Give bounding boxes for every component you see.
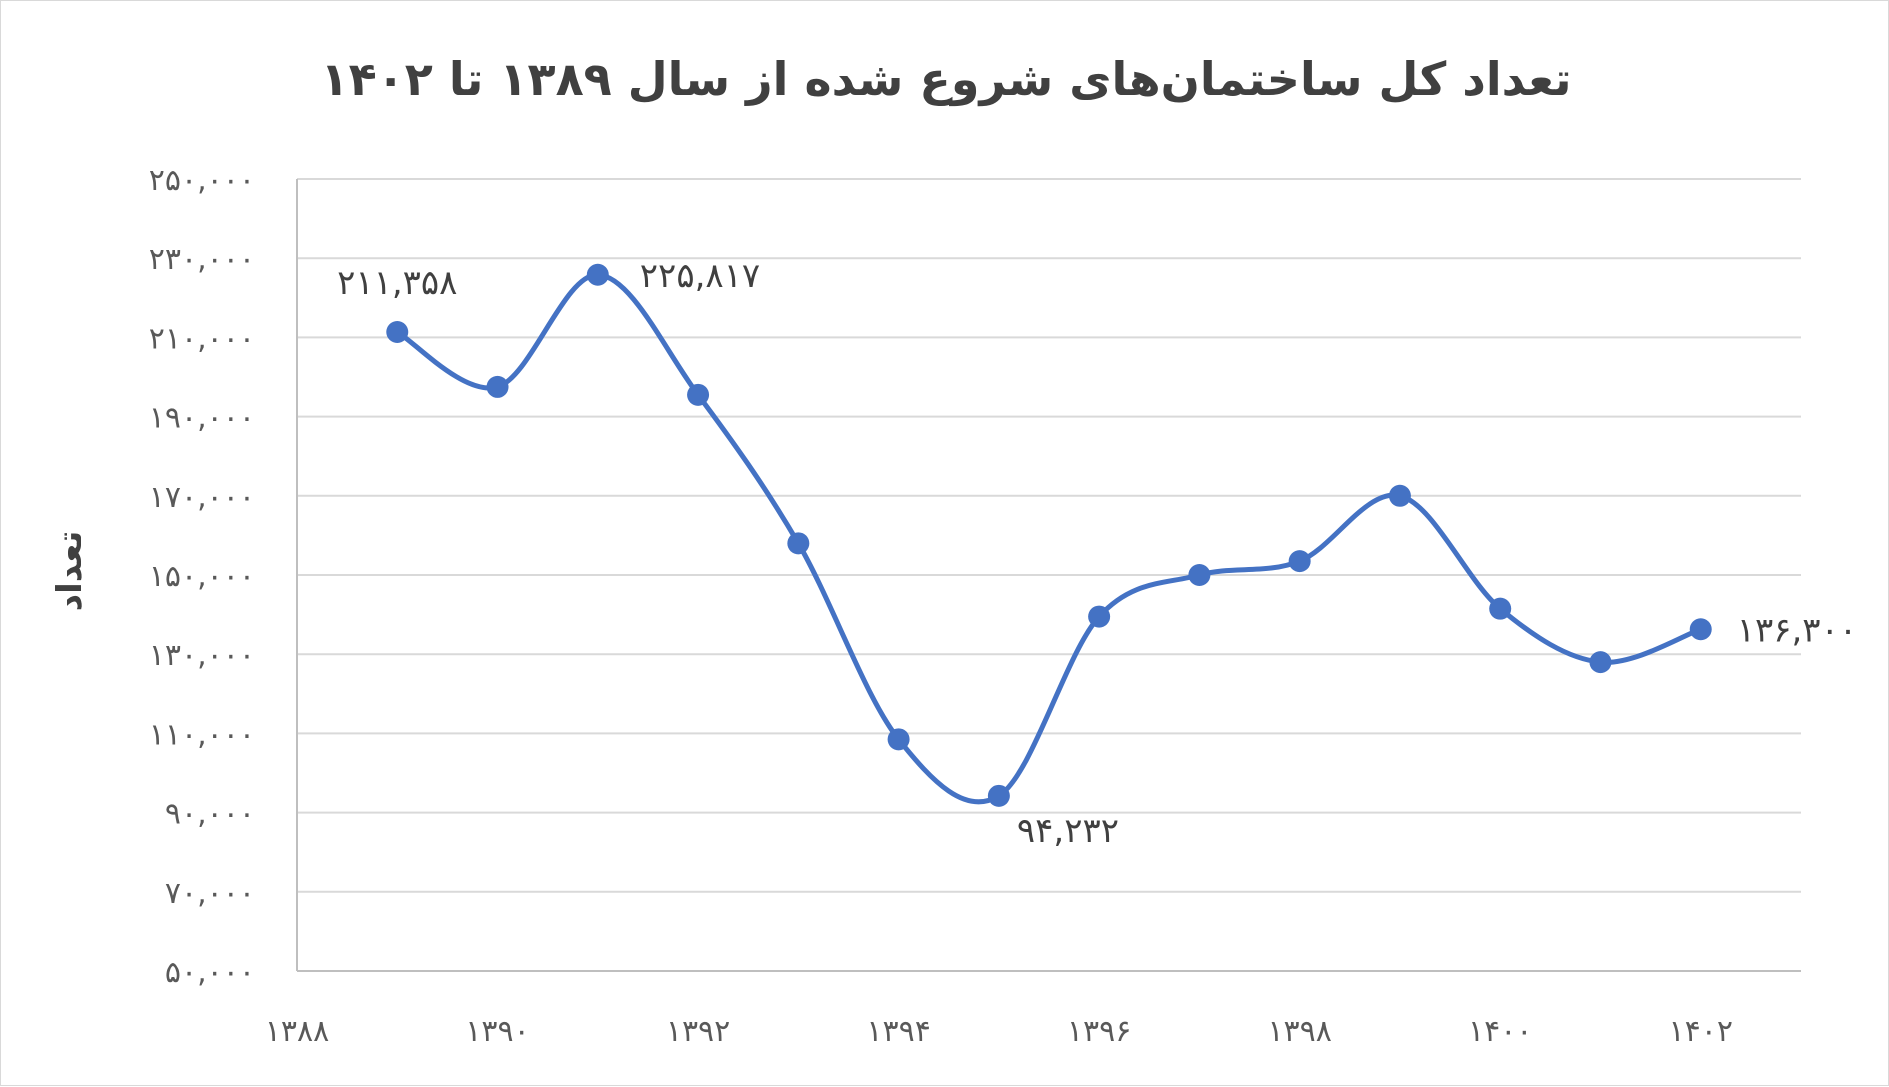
- x-tick-label: ۱۳۹۶: [1067, 1014, 1131, 1049]
- data-point: [1088, 605, 1111, 628]
- y-tick-label: ۱۱۰,۰۰۰: [149, 717, 255, 752]
- data-label: ۹۴,۲۳۲: [1017, 811, 1119, 851]
- data-point: [887, 728, 910, 751]
- data-point: [1388, 484, 1411, 507]
- y-tick-label: ۲۱۰,۰۰۰: [149, 321, 255, 356]
- x-tick-label: ۱۴۰۰: [1468, 1014, 1532, 1049]
- chart-title: تعداد کل ساختمان‌های شروع شده از سال ۱۳۸…: [321, 52, 1572, 106]
- y-tick-label: ۱۷۰,۰۰۰: [149, 480, 255, 515]
- y-tick-label: ۱۳۰,۰۰۰: [149, 638, 255, 673]
- data-point: [1288, 550, 1311, 573]
- x-tick-labels: ۱۳۸۸ ۱۳۹۰ ۱۳۹۲ ۱۳۹۴ ۱۳۹۶ ۱۳۹۸ ۱۴۰۰ ۱۴۰۲: [265, 1014, 1733, 1049]
- y-axis-label: تعداد: [50, 531, 90, 612]
- y-tick-label: ۲۳۰,۰۰۰: [149, 242, 255, 277]
- y-tick-labels: ۵۰,۰۰۰ ۷۰,۰۰۰ ۹۰,۰۰۰ ۱۱۰,۰۰۰ ۱۳۰,۰۰۰ ۱۵۰,۰۰۰ ۱…: [149, 163, 255, 990]
- data-point: [1589, 651, 1612, 674]
- y-tick-label: ۷۰,۰۰۰: [165, 876, 255, 911]
- y-tick-label: ۹۰,۰۰۰: [165, 797, 255, 832]
- x-tick-label: ۱۳۸۸: [265, 1014, 329, 1049]
- data-point: [1188, 564, 1211, 586]
- y-tick-label: ۲۵۰,۰۰۰: [149, 163, 255, 198]
- data-label: ۱۳۶,۳۰۰: [1737, 610, 1857, 650]
- data-points: [386, 263, 1712, 807]
- gridlines: [297, 178, 1801, 893]
- data-point: [586, 263, 609, 286]
- y-tick-label: ۱۵۰,۰۰۰: [149, 559, 255, 594]
- axes: [296, 179, 1801, 972]
- data-label: ۲۱۱,۳۵۸: [337, 263, 457, 303]
- x-tick-label: ۱۳۹۸: [1267, 1014, 1331, 1049]
- x-tick-label: ۱۳۹۰: [465, 1014, 529, 1049]
- data-point: [486, 375, 509, 398]
- x-tick-label: ۱۳۹۲: [666, 1014, 730, 1049]
- data-point: [386, 321, 409, 344]
- data-point: [1689, 618, 1712, 641]
- data-point: [1489, 597, 1512, 620]
- y-tick-label: ۱۹۰,۰۰۰: [149, 401, 255, 436]
- y-tick-label: ۵۰,۰۰۰: [165, 955, 255, 990]
- data-labels: ۲۱۱,۳۵۸ ۲۲۵,۸۱۷ ۹۴,۲۳۲ ۱۳۶,۳۰۰: [337, 256, 1857, 851]
- data-point: [987, 784, 1010, 807]
- series-line: [394, 272, 1704, 805]
- x-tick-label: ۱۴۰۲: [1669, 1014, 1733, 1049]
- data-label: ۲۲۵,۸۱۷: [640, 256, 760, 296]
- x-tick-label: ۱۳۹۴: [866, 1014, 930, 1049]
- data-point: [687, 383, 710, 406]
- data-point: [787, 532, 810, 555]
